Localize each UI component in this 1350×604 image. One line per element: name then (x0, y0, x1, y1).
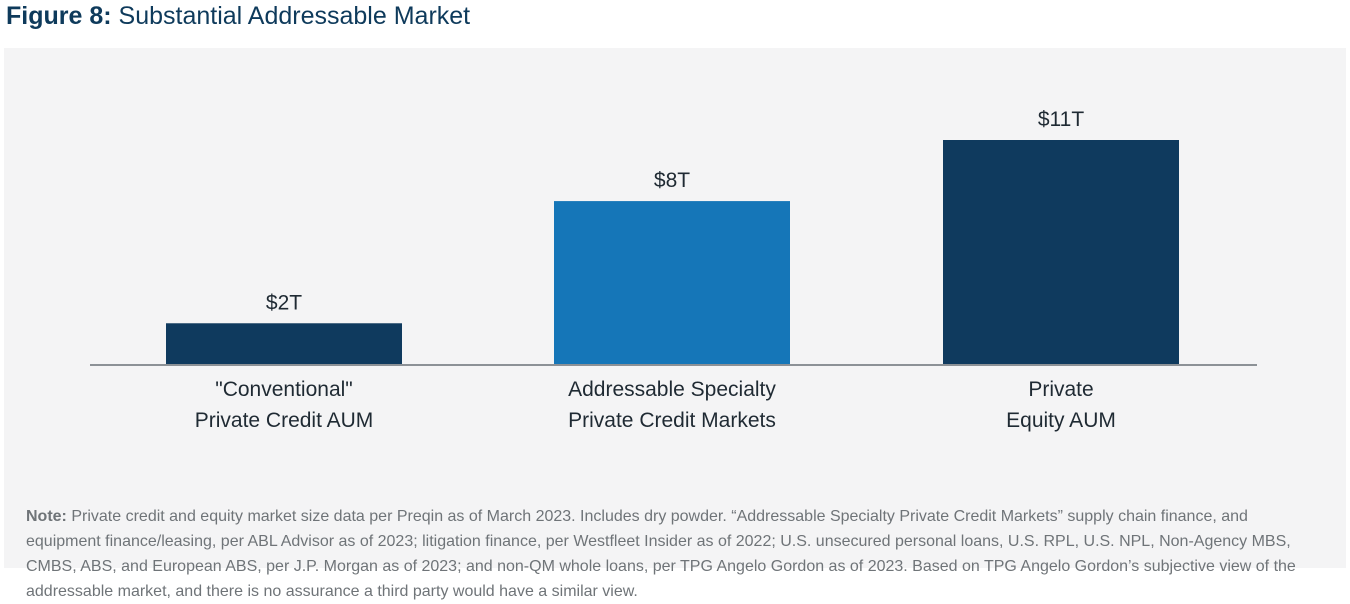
note-label: Note: (26, 508, 67, 525)
category-label-3-line-2: Equity AUM (1006, 409, 1116, 432)
data-label-2: $8T (654, 169, 690, 192)
bar-1 (166, 323, 402, 364)
bar-2 (554, 201, 790, 364)
data-label-3: $11T (1038, 108, 1084, 131)
note-text: Private credit and equity market size da… (26, 508, 1296, 600)
category-label-2-line-2: Private Credit Markets (568, 409, 776, 432)
data-label-1: $2T (266, 291, 302, 314)
category-label-3-line-1: Private (1028, 378, 1093, 401)
figure-label: Figure 8: (6, 2, 112, 30)
figure-title-text: Substantial Addressable Market (118, 2, 471, 30)
bar-3 (943, 140, 1179, 364)
bar-chart: $2T "Conventional" Private Credit AUM $8T Ad… (90, 108, 1257, 432)
category-label-2-line-1: Addressable Specialty (568, 378, 776, 401)
figure-title: Figure 8: Substantial Addressable Market (6, 2, 470, 31)
chart-panel: $2T "Conventional" Private Credit AUM $8T Ad… (4, 48, 1346, 600)
category-label-1-line-1: "Conventional" (215, 378, 353, 401)
chart-note: Note: Private credit and equity market s… (26, 504, 1326, 604)
category-label-1-line-2: Private Credit AUM (195, 409, 374, 432)
